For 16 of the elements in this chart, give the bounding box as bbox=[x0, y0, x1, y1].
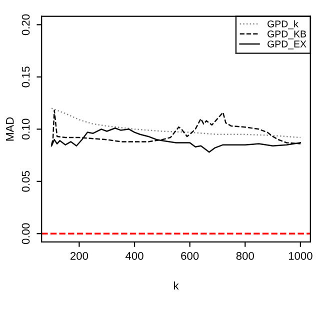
y-tick-label: 0.20 bbox=[22, 14, 30, 36]
legend-label: GPD_EX bbox=[268, 40, 306, 50]
legend-label: GPD_k bbox=[268, 20, 298, 30]
x-tick-label: 1000 bbox=[288, 252, 312, 260]
x-tick-label: 600 bbox=[181, 252, 199, 260]
x-tick-label: 800 bbox=[236, 252, 254, 260]
y-tick-label: 0.10 bbox=[22, 118, 30, 140]
y-tick-label: 0.00 bbox=[22, 223, 30, 244]
x-axis-title: k bbox=[174, 282, 179, 290]
x-tick-label: 200 bbox=[70, 252, 88, 260]
y-tick-label: 0.05 bbox=[22, 171, 30, 192]
x-tick-label: 400 bbox=[126, 252, 144, 260]
y-tick-label: 0.15 bbox=[22, 66, 30, 88]
line-series bbox=[50, 108, 302, 138]
y-axis-title: MAD bbox=[6, 117, 14, 141]
legend-label: GPD_KB bbox=[268, 30, 306, 40]
